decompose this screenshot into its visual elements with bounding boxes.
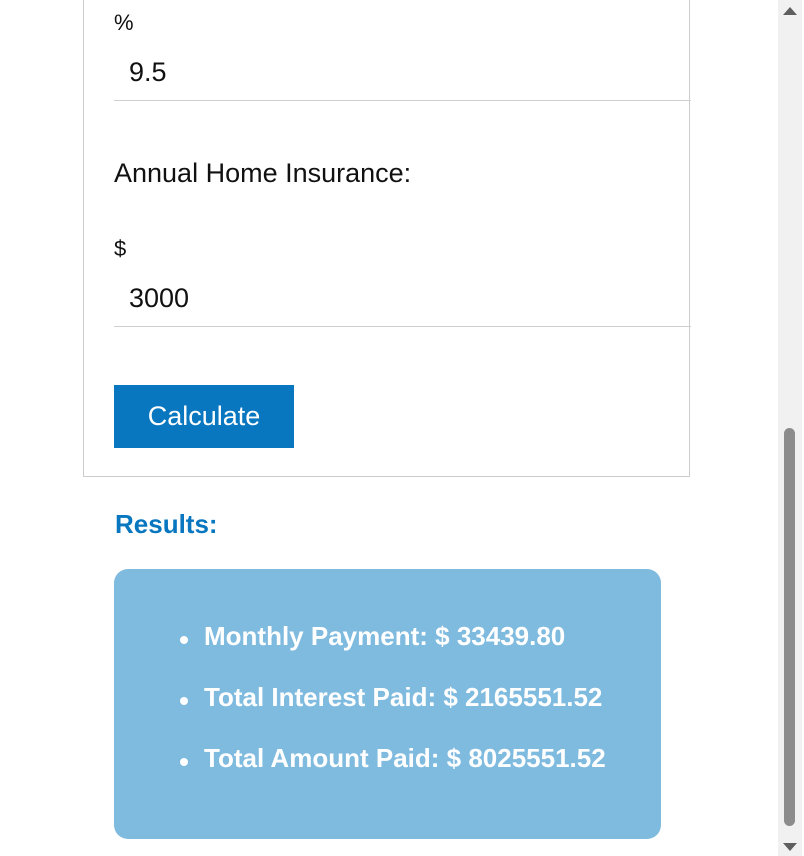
- annual-home-insurance-input[interactable]: 3000: [114, 273, 691, 327]
- interest-rate-input[interactable]: 9.5: [114, 47, 691, 101]
- total-amount-paid-text: Total Amount Paid: $ 8025551.52: [204, 743, 606, 773]
- interest-rate-value: 9.5: [129, 57, 167, 87]
- scrollbar-thumb[interactable]: [784, 428, 795, 826]
- vertical-scrollbar[interactable]: [778, 0, 802, 856]
- total-interest-paid-text: Total Interest Paid: $ 2165551.52: [204, 682, 603, 712]
- interest-rate-unit-label: %: [114, 10, 134, 35]
- monthly-payment-text: Monthly Payment: $ 33439.80: [204, 621, 566, 651]
- scroll-up-arrow-icon[interactable]: [783, 7, 797, 15]
- home-insurance-unit-label: $: [114, 236, 127, 261]
- results-panel: Monthly Payment: $ 33439.80 Total Intere…: [114, 569, 661, 839]
- scroll-down-arrow-icon[interactable]: [783, 843, 797, 851]
- annual-home-insurance-label: Annual Home Insurance:: [114, 158, 412, 188]
- bullet-icon: [180, 697, 188, 705]
- calculator-form-card: [83, 0, 690, 477]
- bullet-icon: [180, 758, 188, 766]
- bullet-icon: [180, 636, 188, 644]
- annual-home-insurance-value: 3000: [129, 283, 190, 313]
- results-heading: Results:: [115, 509, 218, 539]
- calculate-button[interactable]: Calculate: [114, 385, 294, 448]
